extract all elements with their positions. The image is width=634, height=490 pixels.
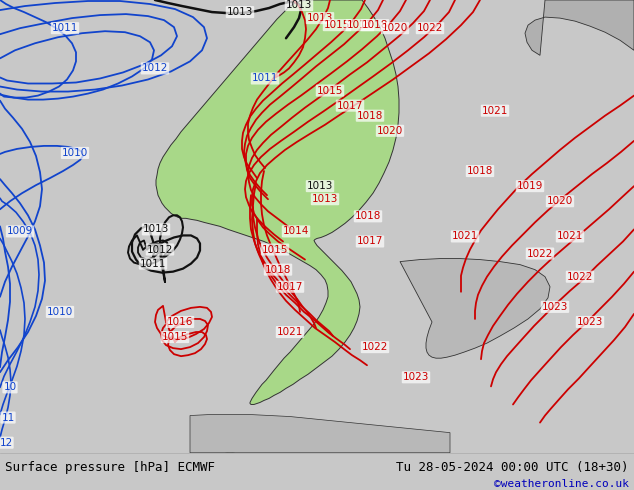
Text: 1014: 1014: [283, 226, 309, 236]
Text: 1015: 1015: [317, 86, 343, 96]
Text: 1022: 1022: [362, 342, 388, 352]
Ellipse shape: [228, 430, 252, 446]
Text: 1015: 1015: [262, 245, 288, 254]
Text: 11: 11: [1, 413, 15, 422]
Text: 1013: 1013: [312, 194, 338, 204]
Text: 1022: 1022: [567, 271, 593, 282]
Text: 1015: 1015: [324, 20, 350, 30]
Text: Tu 28-05-2024 00:00 UTC (18+30): Tu 28-05-2024 00:00 UTC (18+30): [396, 462, 629, 474]
Text: 1017: 1017: [347, 20, 373, 30]
Ellipse shape: [252, 434, 272, 448]
Text: 1015: 1015: [162, 332, 188, 342]
Text: 12: 12: [0, 438, 13, 448]
Text: 1023: 1023: [542, 302, 568, 312]
Polygon shape: [190, 415, 450, 453]
Text: 1022: 1022: [417, 23, 443, 33]
Text: 1018: 1018: [357, 111, 383, 121]
Text: 1022: 1022: [527, 248, 553, 259]
Text: 1017: 1017: [277, 282, 303, 292]
Text: 1013: 1013: [286, 0, 312, 10]
Text: 1018: 1018: [467, 166, 493, 176]
Ellipse shape: [222, 442, 238, 453]
Text: 1021: 1021: [452, 231, 478, 242]
Text: 1011: 1011: [252, 74, 278, 83]
Text: 1020: 1020: [547, 196, 573, 206]
Text: 1018: 1018: [362, 20, 388, 30]
Polygon shape: [156, 0, 399, 404]
Text: 1021: 1021: [277, 327, 303, 337]
Text: 1017: 1017: [357, 237, 383, 246]
Text: 1013: 1013: [227, 7, 253, 17]
Text: 1013: 1013: [307, 181, 333, 191]
Text: 1023: 1023: [577, 317, 603, 327]
Polygon shape: [191, 419, 216, 446]
Text: 1010: 1010: [47, 307, 73, 317]
Text: 1016: 1016: [167, 317, 193, 327]
Text: 1012: 1012: [147, 245, 173, 254]
Text: 1010: 1010: [62, 148, 88, 158]
Text: 1013: 1013: [307, 13, 333, 23]
Polygon shape: [525, 0, 634, 55]
Text: Surface pressure [hPa] ECMWF: Surface pressure [hPa] ECMWF: [5, 462, 215, 474]
Text: 1018: 1018: [355, 211, 381, 221]
Text: 1020: 1020: [377, 126, 403, 136]
Text: 1011: 1011: [52, 23, 78, 33]
Text: 1023: 1023: [403, 372, 429, 382]
Text: 1013: 1013: [143, 224, 169, 234]
Text: 1019: 1019: [517, 181, 543, 191]
Text: 1018: 1018: [265, 265, 291, 274]
Text: 1012: 1012: [142, 63, 168, 74]
Polygon shape: [400, 259, 550, 358]
Text: 1009: 1009: [7, 226, 33, 236]
Text: 1020: 1020: [382, 23, 408, 33]
Text: 1011: 1011: [140, 259, 166, 269]
Text: 1021: 1021: [557, 231, 583, 242]
Text: 1021: 1021: [482, 106, 508, 116]
Text: 1017: 1017: [337, 100, 363, 111]
Text: 10: 10: [3, 382, 16, 392]
Text: ©weatheronline.co.uk: ©weatheronline.co.uk: [494, 479, 629, 489]
